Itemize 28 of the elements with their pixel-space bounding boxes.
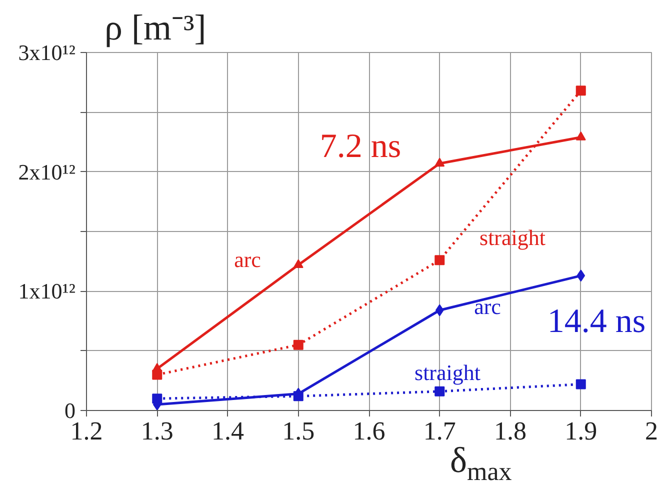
x-tick-label: 1.9 [564, 416, 598, 446]
point [434, 255, 445, 266]
annotation: 14.4 ns [547, 303, 646, 340]
point [576, 86, 586, 96]
point [152, 363, 162, 372]
x-tick-label: 1.4 [212, 416, 244, 446]
y-tick-label: 3x10¹² [18, 40, 76, 65]
series-label: arc [474, 294, 502, 319]
point [434, 158, 445, 167]
point [576, 132, 586, 140]
y-axis-title: ρ [m⁻³] [104, 8, 206, 48]
point [576, 379, 586, 390]
point [435, 304, 444, 316]
series-label: arc [234, 247, 262, 272]
x-tick-label: 1.3 [140, 416, 174, 446]
y-tick-label: 0 [64, 398, 76, 423]
y-tick-label: 1x10¹² [18, 278, 76, 304]
x-tick-label: 2 [645, 416, 658, 446]
point [434, 386, 445, 396]
annotation: 7.2 ns [320, 128, 402, 165]
series-label: straight [480, 225, 546, 250]
point [576, 270, 586, 282]
series-label: straight [414, 360, 481, 385]
x-tick-label: 1.5 [282, 416, 315, 446]
point [293, 340, 304, 350]
point [293, 259, 304, 268]
x-tick-label: 1.6 [352, 416, 386, 446]
y-tick-label: 2x10¹² [18, 159, 76, 184]
